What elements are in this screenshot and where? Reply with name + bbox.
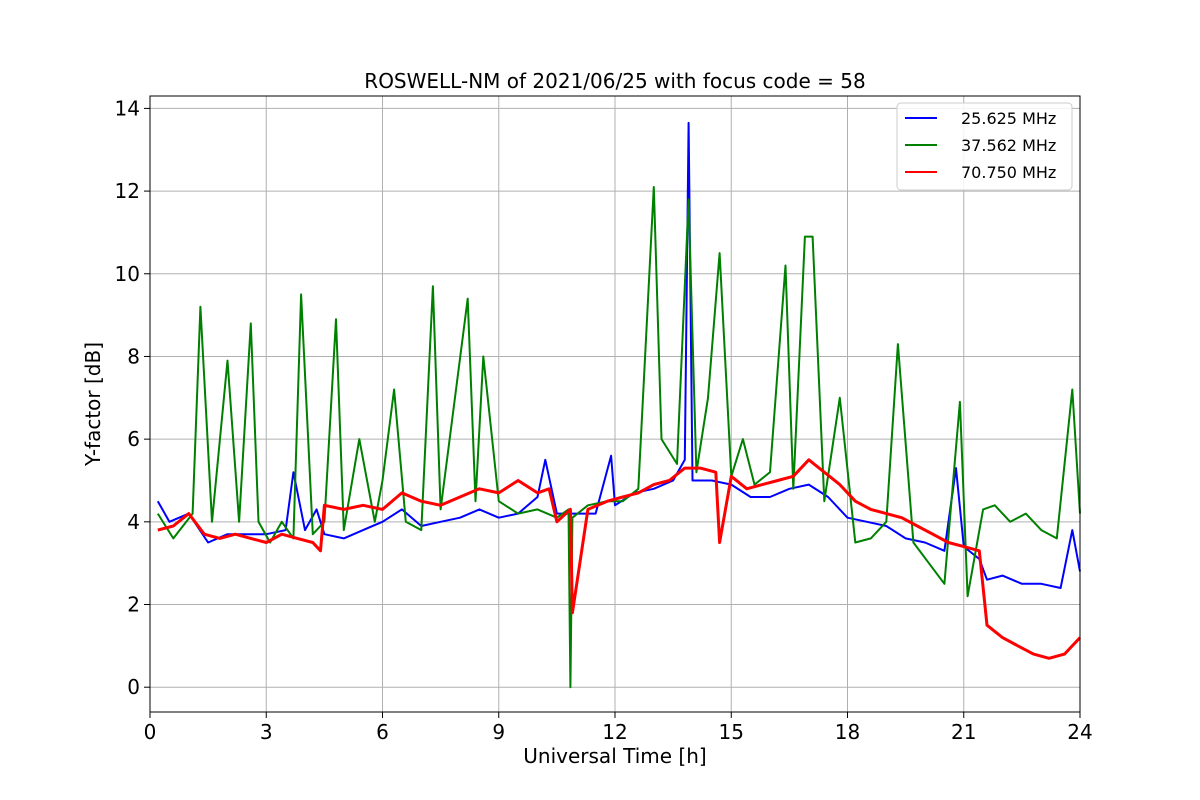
legend-label: 25.625 MHz [961, 109, 1056, 128]
grid [149, 96, 1081, 712]
y-axis: 0 2 4 6 8 10 12 14 [115, 96, 150, 699]
y-tick-label: 2 [127, 593, 140, 617]
x-tick-label: 15 [719, 720, 744, 744]
y-tick-label: 12 [115, 179, 140, 203]
x-tick-label: 3 [260, 720, 273, 744]
x-tick-label: 9 [492, 720, 505, 744]
x-axis: 0 3 6 9 12 15 18 21 24 [144, 712, 1093, 744]
x-tick-label: 0 [144, 720, 157, 744]
y-tick-label: 4 [127, 510, 140, 534]
y-tick-label: 8 [127, 344, 140, 368]
y-tick-label: 14 [115, 96, 140, 120]
x-axis-label: Universal Time [h] [523, 744, 706, 768]
legend-box [896, 102, 1073, 191]
y-axis-label: Y-factor [dB] [81, 342, 105, 467]
legend: 25.625 MHz 37.562 MHz 70.750 MHz [896, 102, 1073, 191]
series-lines [156, 121, 1082, 689]
x-tick-label: 18 [835, 720, 860, 744]
series-line-2 [156, 186, 1081, 689]
series-line-1 [156, 121, 1081, 589]
x-tick-label: 24 [1067, 720, 1092, 744]
x-tick-label: 21 [951, 720, 976, 744]
legend-label: 37.562 MHz [961, 136, 1056, 155]
x-tick-label: 6 [376, 720, 389, 744]
y-tick-label: 6 [127, 427, 140, 451]
series-line-3 [157, 458, 1082, 660]
x-tick-label: 12 [602, 720, 627, 744]
y-tick-label: 10 [115, 262, 140, 286]
y-tick-label: 0 [127, 675, 140, 699]
chart-title: ROSWELL-NM of 2021/06/25 with focus code… [364, 69, 865, 93]
legend-label: 70.750 MHz [961, 163, 1056, 182]
